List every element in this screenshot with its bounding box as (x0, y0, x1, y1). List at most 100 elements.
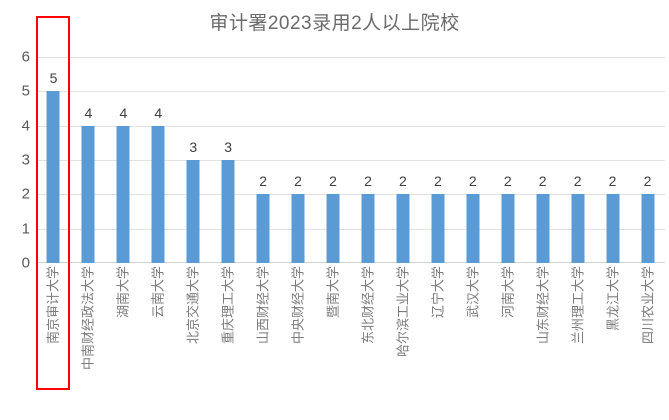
x-axis-category-text: 哈尔滨工业大学 (395, 266, 411, 358)
x-axis-category-text: 湖南大学 (115, 266, 131, 319)
bar-slot: 2 (385, 57, 420, 263)
bar[interactable] (361, 194, 375, 263)
bar[interactable] (571, 194, 585, 263)
x-axis-category-text: 东北财经大学 (360, 266, 376, 345)
gridline (36, 125, 665, 127)
bar-slot: 2 (630, 57, 665, 263)
x-axis-category-text: 辽宁大学 (430, 266, 446, 319)
bar-slot: 2 (455, 57, 490, 263)
bar[interactable] (186, 160, 200, 263)
bar-value-label: 3 (189, 139, 198, 155)
bar[interactable] (256, 194, 270, 263)
x-axis-category-text: 中南财经政法大学 (80, 266, 96, 371)
bar-value-label: 4 (119, 104, 128, 121)
bar-value-label: 2 (364, 173, 372, 190)
bar-value-label: 4 (154, 104, 163, 121)
gridline (36, 91, 665, 93)
x-axis-category-text: 兰州理工大学 (570, 266, 586, 345)
bar-value-label: 2 (538, 173, 547, 190)
x-axis-category-label: 北京交通大学 (176, 266, 211, 418)
y-axis-tick-label: 4 (21, 117, 30, 135)
bar-slot: 3 (211, 57, 246, 263)
x-axis-category-text: 暨南大学 (325, 266, 341, 319)
bar[interactable] (81, 125, 95, 263)
bar[interactable] (536, 194, 550, 263)
gridline (36, 57, 665, 58)
bar[interactable] (151, 125, 165, 263)
y-axis-tick-label: 5 (21, 82, 30, 100)
x-axis-category-label: 河南大学 (490, 266, 525, 418)
bar-slot: 4 (71, 57, 106, 263)
bar-slot: 2 (420, 57, 455, 263)
chart-title: 审计署2023录用2人以上院校 (209, 13, 460, 34)
x-axis-category-text: 四川农业大学 (640, 266, 656, 345)
bar[interactable] (466, 194, 480, 263)
bar[interactable] (606, 194, 620, 263)
bar[interactable] (46, 91, 60, 263)
bar-slot: 4 (106, 57, 141, 263)
bar[interactable] (326, 194, 340, 263)
bar-slot: 4 (141, 57, 176, 263)
x-axis-category-text: 河南大学 (500, 266, 516, 319)
x-axis-category-label: 山西财经大学 (246, 266, 281, 418)
bar-value-label: 4 (84, 104, 93, 121)
x-axis-category-text: 山西财经大学 (255, 266, 271, 345)
bar-slot: 2 (525, 57, 560, 263)
bar[interactable] (291, 194, 305, 263)
bar[interactable] (396, 194, 410, 263)
x-axis-category-label: 武汉大学 (455, 266, 490, 418)
bar-value-label: 2 (573, 173, 582, 190)
x-axis-category-label: 哈尔滨工业大学 (385, 266, 420, 418)
x-axis-category-label: 南京审计大学 (36, 266, 71, 418)
bar[interactable] (431, 194, 445, 263)
plot-area: 5 4 4 4 3 3 2 2 2 2 2 2 2 2 2 2 2 2 (36, 57, 665, 263)
x-axis-category-label: 湖南大学 (106, 266, 141, 418)
x-axis-category-label: 四川农业大学 (630, 266, 665, 418)
x-axis-category-label: 云南大学 (141, 266, 176, 418)
x-axis-category-text: 北京交通大学 (185, 266, 201, 345)
bar[interactable] (641, 194, 655, 263)
x-axis-category-label: 中南财经政法大学 (71, 266, 106, 418)
bar-slot: 2 (595, 57, 630, 263)
y-axis-tick-label: 0 (21, 254, 30, 272)
bar-slot: 2 (490, 57, 525, 263)
x-axis-category-text: 山东财经大学 (535, 266, 551, 345)
bar-value-label: 2 (399, 173, 407, 190)
x-axis: 南京审计大学 中南财经政法大学 湖南大学 云南大学 北京交通大学 重庆理工大学 山西财经大学… (36, 266, 665, 420)
bar-value-label: 2 (433, 173, 442, 190)
x-axis-category-text: 武汉大学 (465, 266, 481, 319)
y-axis-tick-label: 2 (21, 185, 30, 203)
bar-value-label: 2 (608, 173, 617, 190)
bar-value-label: 2 (643, 173, 652, 190)
bar-slot: 2 (316, 57, 351, 263)
x-axis-category-label: 重庆理工大学 (211, 266, 246, 418)
bar[interactable] (501, 194, 515, 263)
bar-slot: 3 (176, 57, 211, 263)
x-axis-category-label: 辽宁大学 (420, 266, 455, 418)
x-axis-category-label: 暨南大学 (316, 266, 351, 418)
x-axis-category-text: 云南大学 (150, 266, 166, 319)
x-axis-category-text: 中央财经大学 (290, 266, 306, 345)
bar[interactable] (116, 125, 130, 263)
gridline (36, 160, 665, 161)
bar-value-label: 5 (49, 70, 58, 87)
bar-slot: 2 (281, 57, 316, 263)
bar[interactable] (221, 160, 235, 263)
y-axis-tick-label: 1 (21, 220, 30, 238)
x-axis-category-text: 重庆理工大学 (220, 266, 236, 345)
x-axis-category-label: 东北财经大学 (351, 266, 386, 418)
axis-baseline (36, 262, 665, 263)
x-axis-category-label: 兰州理工大学 (560, 266, 595, 418)
x-axis-category-text: 南京审计大学 (45, 266, 61, 345)
bar-value-label: 2 (468, 173, 477, 190)
x-axis-category-label: 黑龙江大学 (595, 266, 630, 418)
bar-slot: 2 (246, 57, 281, 263)
y-axis-tick-label: 3 (21, 151, 30, 169)
bar-slot: 2 (351, 57, 386, 263)
bar-value-label: 2 (294, 173, 302, 190)
gridline (36, 194, 665, 196)
bar-slot: 2 (560, 57, 595, 263)
x-axis-category-label: 山东财经大学 (525, 266, 560, 418)
bar-value-label: 2 (503, 173, 512, 190)
